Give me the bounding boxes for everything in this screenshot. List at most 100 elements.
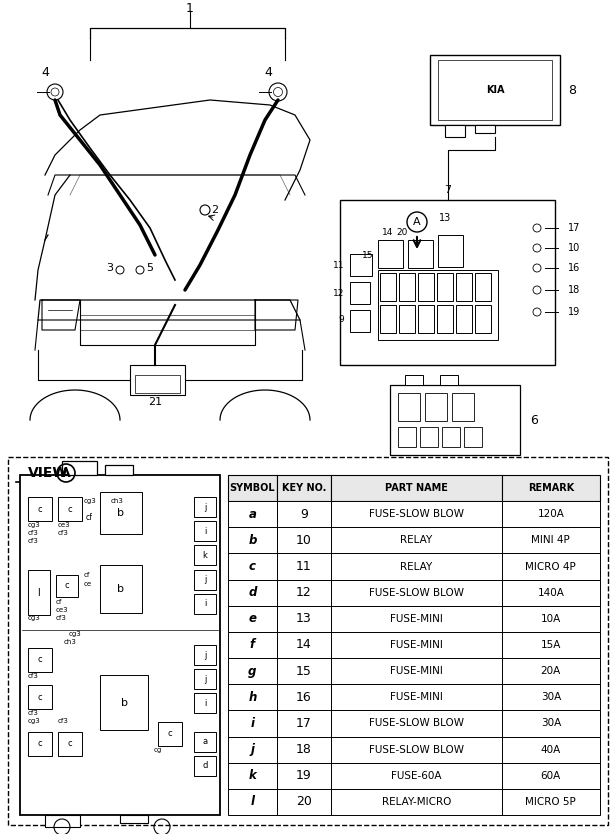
Bar — [378, 240, 403, 268]
Text: 6: 6 — [530, 414, 538, 426]
Text: FUSE-SLOW BLOW: FUSE-SLOW BLOW — [369, 745, 464, 755]
Bar — [502, 605, 600, 632]
Text: b: b — [117, 508, 124, 518]
Text: 17: 17 — [568, 223, 581, 233]
Text: cf3: cf3 — [28, 538, 39, 544]
Bar — [277, 554, 331, 580]
Text: FUSE-MINI: FUSE-MINI — [390, 666, 443, 676]
Bar — [437, 273, 453, 301]
Bar — [502, 711, 600, 736]
Text: c: c — [168, 730, 172, 738]
Text: A: A — [413, 217, 421, 227]
Text: 12: 12 — [296, 586, 312, 599]
Text: ce3: ce3 — [56, 607, 69, 613]
Text: cf3: cf3 — [56, 615, 67, 621]
Bar — [350, 310, 370, 332]
Text: MINI 4P: MINI 4P — [531, 535, 570, 545]
Bar — [228, 684, 277, 711]
Bar — [418, 305, 434, 333]
Text: k: k — [202, 550, 207, 560]
Text: 8: 8 — [568, 83, 576, 97]
Bar — [277, 762, 331, 789]
Bar — [331, 684, 502, 711]
Text: VIEW: VIEW — [28, 466, 69, 480]
Text: i: i — [204, 526, 206, 535]
Bar — [228, 501, 277, 527]
Bar — [194, 521, 216, 541]
Text: 18: 18 — [296, 743, 312, 756]
Bar — [502, 554, 600, 580]
Text: RELAY: RELAY — [400, 561, 432, 571]
Bar — [277, 605, 331, 632]
Text: FUSE-MINI: FUSE-MINI — [390, 692, 443, 702]
Text: c: c — [68, 740, 73, 748]
Text: 20A: 20A — [541, 666, 561, 676]
Text: ce3: ce3 — [58, 522, 71, 528]
Text: j: j — [204, 575, 206, 585]
Text: 10: 10 — [296, 534, 312, 547]
Bar — [194, 756, 216, 776]
Text: 40A: 40A — [541, 745, 561, 755]
Bar — [228, 632, 277, 658]
Bar — [331, 527, 502, 554]
Text: 15: 15 — [362, 250, 374, 259]
Text: cf3: cf3 — [28, 530, 39, 536]
Bar — [331, 605, 502, 632]
Bar — [58, 732, 82, 756]
Text: 5: 5 — [146, 263, 154, 273]
Text: c: c — [38, 656, 42, 665]
Text: MICRO 4P: MICRO 4P — [525, 561, 576, 571]
Bar — [430, 55, 560, 125]
Bar — [277, 632, 331, 658]
Text: MICRO 5P: MICRO 5P — [525, 797, 576, 807]
Bar — [405, 375, 423, 385]
Text: KIA: KIA — [486, 85, 504, 95]
Text: FUSE-SLOW BLOW: FUSE-SLOW BLOW — [369, 588, 464, 598]
Bar — [437, 305, 453, 333]
Text: cf3: cf3 — [58, 530, 69, 536]
Bar — [194, 594, 216, 614]
Bar — [475, 125, 495, 133]
Bar — [28, 685, 52, 709]
Text: REMARK: REMARK — [528, 483, 574, 493]
Bar — [28, 497, 52, 521]
Text: KEY NO.: KEY NO. — [282, 483, 326, 493]
Bar — [228, 605, 277, 632]
Text: PART NAME: PART NAME — [385, 483, 448, 493]
Bar — [418, 273, 434, 301]
Text: 9: 9 — [338, 315, 344, 324]
Text: FUSE-MINI: FUSE-MINI — [390, 614, 443, 624]
Bar — [45, 815, 80, 827]
Bar — [378, 270, 498, 340]
Text: 4: 4 — [41, 66, 49, 78]
Text: b: b — [117, 584, 124, 594]
Bar — [277, 789, 331, 815]
Text: 10A: 10A — [541, 614, 561, 624]
Bar — [425, 393, 447, 421]
Bar — [135, 375, 180, 393]
Bar — [194, 693, 216, 713]
Text: 19: 19 — [568, 307, 580, 317]
Bar — [228, 554, 277, 580]
Bar — [350, 254, 372, 276]
Bar — [331, 762, 502, 789]
Text: 140A: 140A — [538, 588, 564, 598]
Text: c: c — [38, 740, 42, 748]
Bar — [28, 648, 52, 672]
Bar — [62, 461, 97, 475]
Text: d: d — [248, 586, 256, 599]
Text: 60A: 60A — [541, 771, 561, 781]
Bar — [100, 675, 148, 730]
Bar — [475, 273, 491, 301]
Text: cg3: cg3 — [84, 498, 97, 504]
Bar — [277, 501, 331, 527]
Bar — [331, 554, 502, 580]
Text: 10: 10 — [568, 243, 580, 253]
Bar — [502, 789, 600, 815]
Bar — [277, 736, 331, 762]
Bar — [456, 305, 472, 333]
Bar — [277, 580, 331, 605]
Text: 30A: 30A — [541, 718, 561, 728]
Bar — [194, 669, 216, 689]
Bar — [194, 570, 216, 590]
